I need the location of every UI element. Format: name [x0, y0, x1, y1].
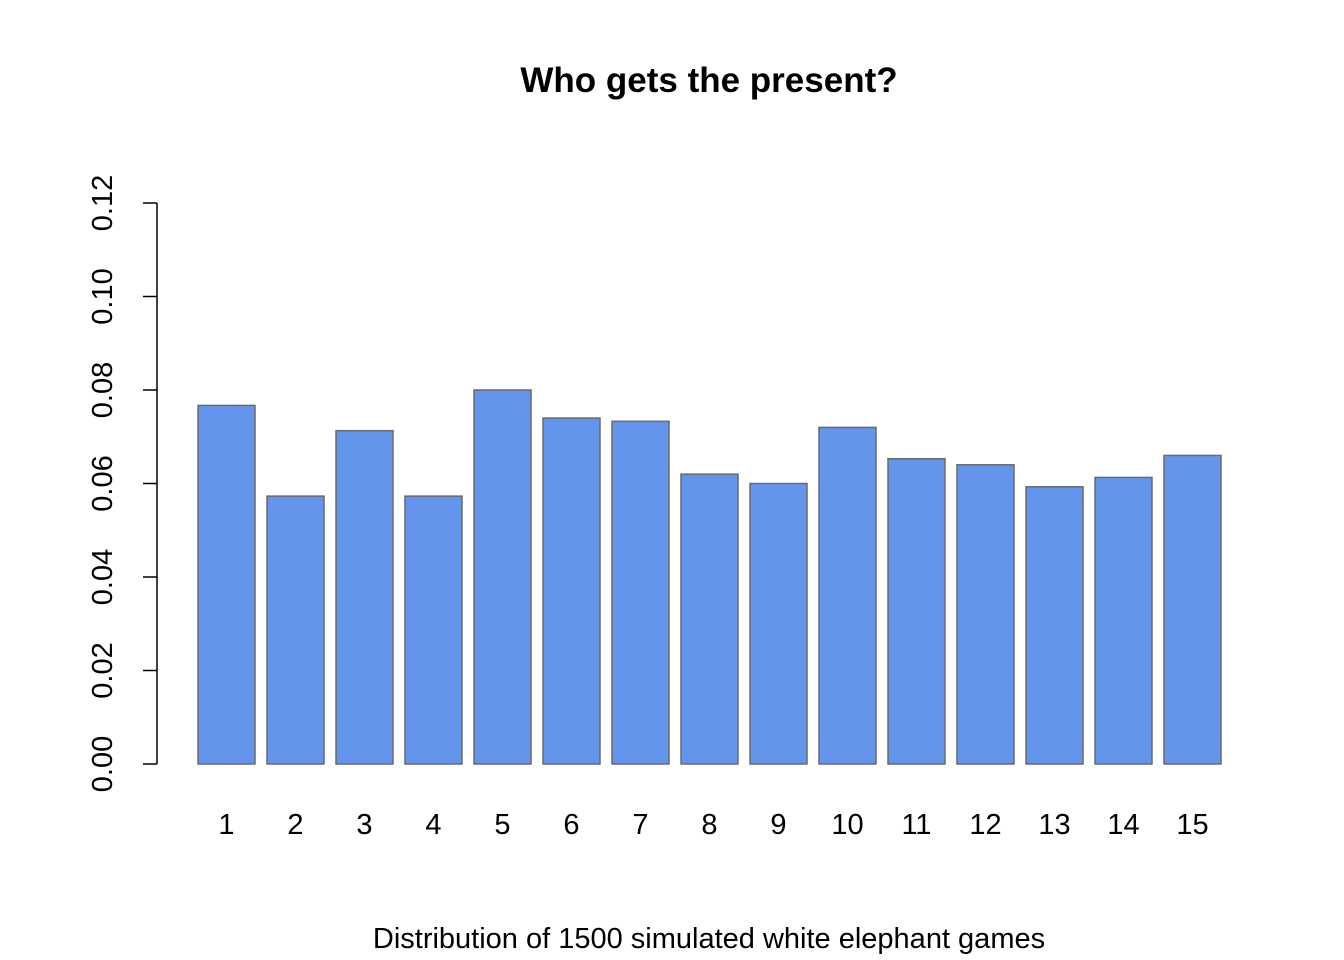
x-axis-labels: 1 2 3 4 5 6 7 8 9 10 11 12 13 14 15 — [218, 809, 1208, 841]
y-tick-label: 0.10 — [87, 268, 119, 324]
bar-2 — [266, 495, 325, 765]
bar-14 — [1094, 476, 1153, 765]
x-tick-label: 5 — [494, 809, 510, 841]
chart-title: Who gets the present? — [520, 61, 897, 100]
y-tick-label: 0.04 — [87, 549, 119, 605]
bar-15 — [1163, 454, 1222, 765]
bar-1 — [197, 404, 256, 765]
y-tick-label: 0.06 — [87, 455, 119, 511]
x-tick-label: 6 — [563, 809, 579, 841]
x-tick-label: 4 — [425, 809, 441, 841]
bar-11 — [887, 457, 946, 765]
x-tick-label: 15 — [1176, 809, 1208, 841]
y-axis: 0.00 0.02 0.04 0.06 0.08 0.10 0.12 — [87, 175, 158, 792]
x-tick-label: 12 — [969, 809, 1001, 841]
bar-4 — [404, 495, 463, 765]
bar-3 — [335, 429, 394, 765]
x-tick-label: 9 — [770, 809, 786, 841]
y-tick-label: 0.08 — [87, 362, 119, 418]
x-tick-label: 7 — [632, 809, 648, 841]
y-tick-label: 0.00 — [87, 736, 119, 792]
bar-10 — [818, 426, 877, 765]
x-tick-label: 1 — [218, 809, 234, 841]
x-tick-label: 11 — [901, 809, 931, 841]
x-tick-label: 14 — [1107, 809, 1139, 841]
bar-5 — [473, 389, 532, 765]
x-tick-label: 13 — [1038, 809, 1070, 841]
bar-9 — [749, 482, 808, 765]
bar-13 — [1025, 486, 1084, 765]
x-axis-title: Distribution of 1500 simulated white ele… — [373, 923, 1045, 955]
bar-8 — [680, 473, 739, 765]
x-tick-label: 3 — [356, 809, 372, 841]
y-tick-label: 0.12 — [87, 175, 119, 231]
x-tick-label: 10 — [831, 809, 863, 841]
y-tick-label: 0.02 — [87, 642, 119, 698]
x-tick-label: 8 — [701, 809, 717, 841]
bar-6 — [542, 417, 601, 765]
x-tick-label: 2 — [287, 809, 303, 841]
bar-12 — [956, 464, 1015, 765]
bars-group — [197, 389, 1222, 765]
bar-7 — [611, 420, 670, 765]
